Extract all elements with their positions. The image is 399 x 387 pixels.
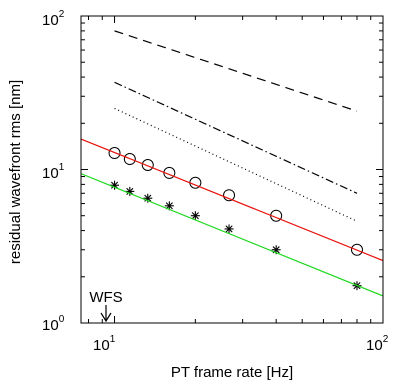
x-tick-label-100: 102 (366, 334, 389, 354)
circle-marker (350, 243, 363, 256)
asterisk-marker (224, 224, 234, 234)
series-line-dashdot (114, 81, 358, 194)
asterisk-marker (110, 180, 120, 190)
wfs-annotation: WFS (89, 289, 122, 306)
series-line-solid (80, 138, 384, 262)
axis-ticks (81, 15, 384, 324)
y-tick-label-10: 101 (42, 162, 65, 182)
wfs-arrow-icon (100, 305, 112, 323)
series-line-solid (80, 173, 384, 297)
x-axis-label: PT frame rate [Hz] (171, 364, 293, 381)
plot-frame (80, 15, 384, 324)
x-tick-label-10: 101 (93, 334, 116, 354)
series-line-dotted (114, 107, 358, 222)
plot-marks (80, 30, 384, 297)
asterisk-marker (125, 186, 135, 196)
circle-marker (223, 189, 236, 202)
circle-marker (141, 158, 154, 171)
y-axis-label: residual wavefront rms [nm] (7, 80, 24, 264)
series-line-dashed (114, 30, 358, 112)
y-tick-label-100: 102 (42, 9, 65, 29)
asterisk-marker (190, 211, 200, 221)
circle-marker (108, 147, 121, 160)
y-tick-label-1: 100 (42, 314, 65, 334)
circle-marker (123, 153, 136, 166)
